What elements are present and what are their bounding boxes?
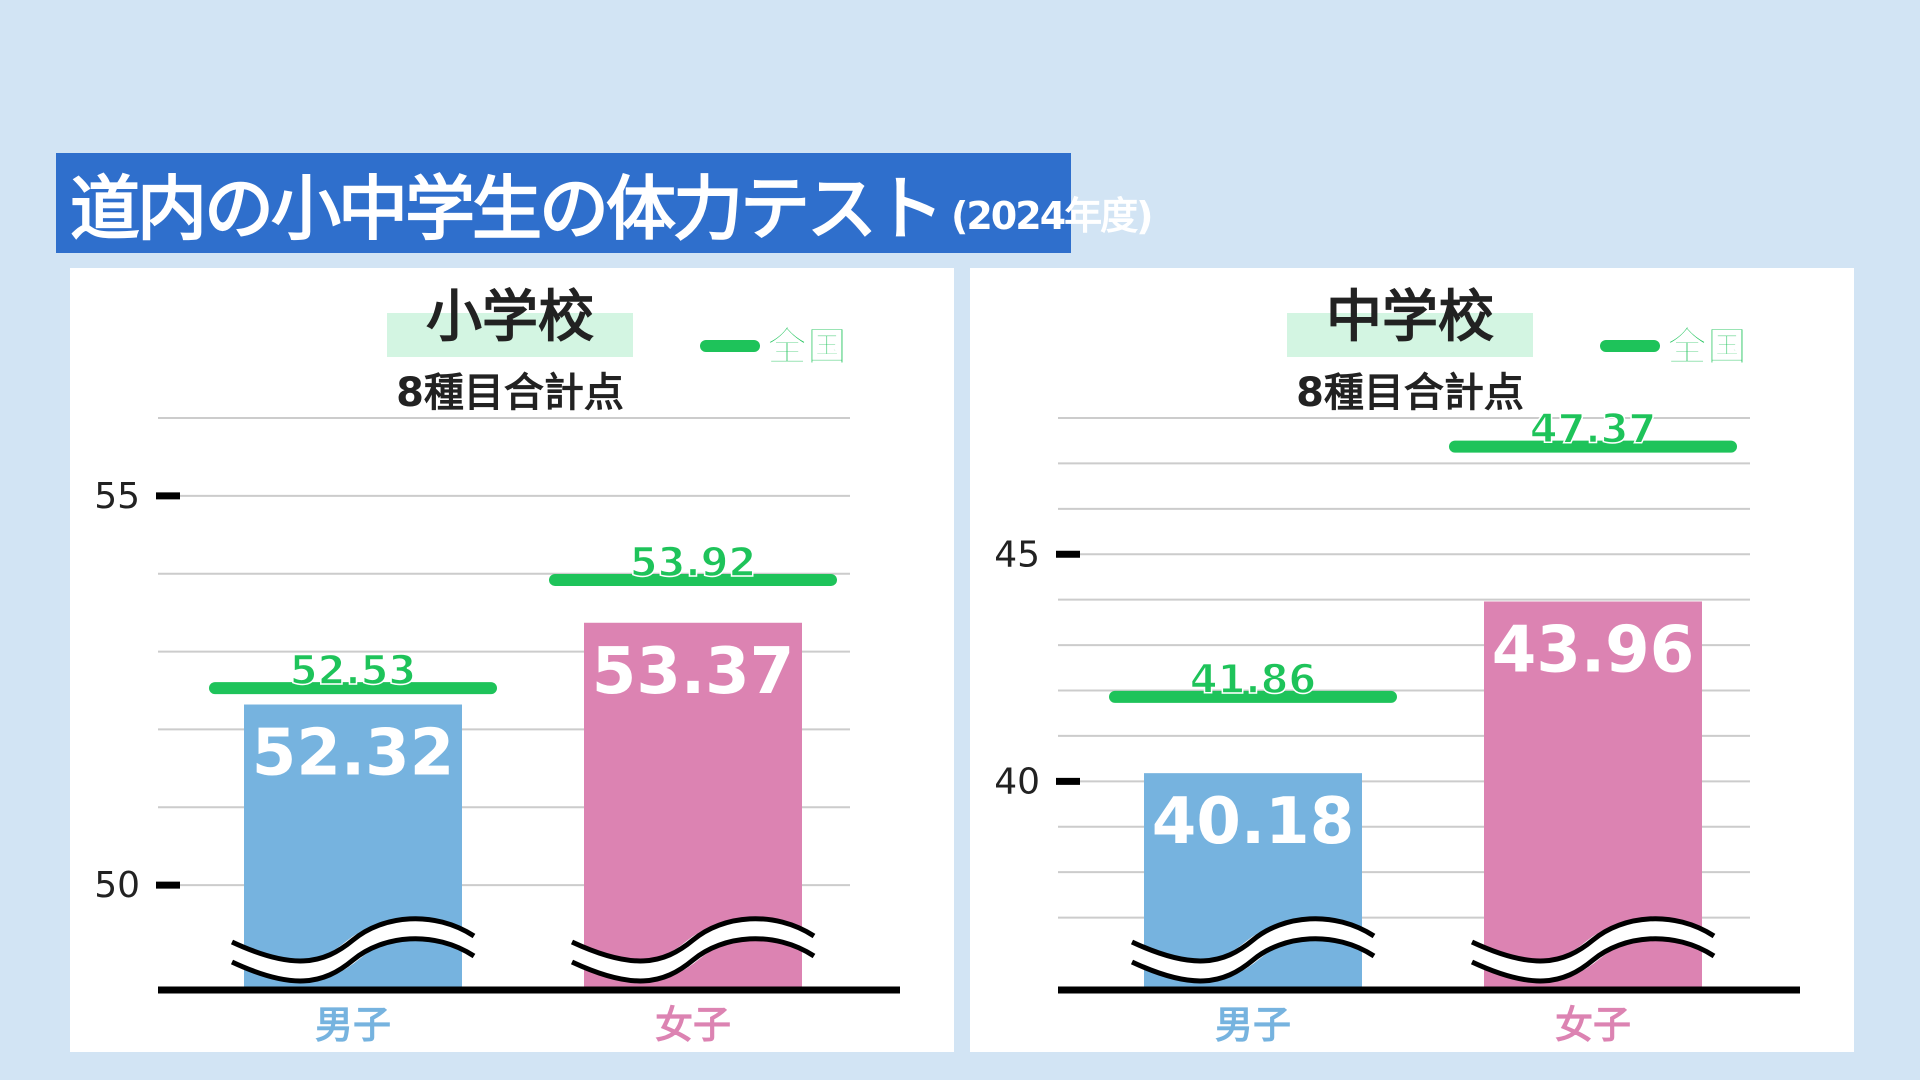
national-average-label: 53.92 [630, 540, 757, 586]
category-label: 男子 [1215, 1003, 1291, 1047]
chart-title: 小学校 [426, 285, 594, 350]
axis-break-line [1470, 916, 1716, 964]
category-label: 女子 [1555, 1003, 1631, 1047]
axis-break-line [230, 936, 476, 984]
axis-break-line [570, 916, 816, 964]
national-average-label: 47.37 [1530, 407, 1657, 453]
y-tick-label: 50 [94, 865, 140, 906]
bar-value-label: 52.32 [252, 717, 454, 791]
y-tick-label: 45 [994, 534, 1040, 575]
chart-subtitle: 8種目合計点 [1296, 370, 1524, 416]
category-label: 女子 [655, 1003, 731, 1047]
chart-svg: 小学校 8種目合計点 全国 50 55 52.32 男子 53.37 女子 52.53 53.92 [94, 285, 900, 1047]
bar-value-label: 43.96 [1492, 613, 1694, 687]
axis-break-gap [1467, 917, 1720, 982]
axis-break-line [570, 936, 816, 984]
page-title: 道内の小中学生の体力テスト [70, 167, 944, 250]
legend-label: 全国 [1666, 324, 1747, 370]
national-average-label: 41.86 [1190, 657, 1317, 703]
y-tick-label: 55 [94, 476, 140, 517]
chart-svg: 中学校 8種目合計点 全国 40 45 40.18 男子 43.96 女子 41.86 47.37 [994, 285, 1800, 1047]
bar-value-label: 40.18 [1152, 785, 1354, 859]
junior-high-school-panel: 中学校 8種目合計点 全国 40 45 40.18 男子 43.96 女子 41.86 47.37 [970, 268, 1854, 1052]
elementary-school-panel: 小学校 8種目合計点 全国 50 55 52.32 男子 53.37 女子 52.53 53.92 [70, 268, 954, 1052]
axis-break-line [1470, 936, 1716, 984]
title-banner: 道内の小中学生の体力テスト (2024年度) [56, 153, 1153, 253]
category-label: 男子 [315, 1003, 391, 1047]
axis-break-gap [567, 917, 820, 982]
chart-title-highlight [1287, 313, 1533, 357]
axis-break-gap [227, 917, 480, 982]
legend-label: 全国 [766, 324, 847, 370]
chart-subtitle: 8種目合計点 [396, 370, 624, 416]
chart-title-highlight [387, 313, 633, 357]
bar-value-label: 53.37 [592, 635, 794, 709]
axis-break-line [1130, 916, 1376, 964]
axis-break-gap [1127, 917, 1380, 982]
axis-break-line [230, 916, 476, 964]
page-subtitle-year: (2024年度) [951, 193, 1153, 238]
axis-break-line [1130, 936, 1376, 984]
chart-title: 中学校 [1326, 285, 1494, 350]
y-tick-label: 40 [994, 761, 1040, 802]
national-average-label: 52.53 [290, 648, 417, 694]
